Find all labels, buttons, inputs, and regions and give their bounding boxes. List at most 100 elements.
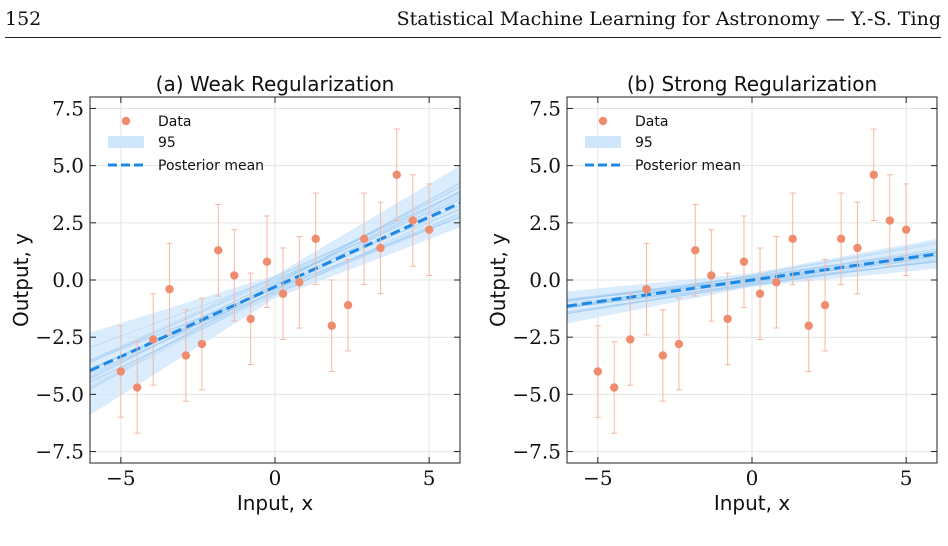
y-tick-label: 2.5 — [529, 211, 561, 235]
legend-mean-label: Posterior mean — [158, 158, 264, 174]
data-point — [262, 257, 272, 266]
chart-title: (b) Strong Regularization — [627, 72, 877, 96]
x-tick-label: 0 — [746, 466, 759, 490]
data-point — [609, 383, 619, 392]
data-point — [116, 367, 126, 376]
panel-weak-regularization: −5 0 5 −7.5 −5.0 −2.5 0.0 2.5 5.0 7.5 (a) Weak Reg… — [9, 72, 461, 515]
chart-title: (a) Weak Regularization — [156, 72, 395, 96]
posterior-sample-line — [567, 251, 937, 302]
y-axis-label: Output, y — [486, 233, 510, 327]
posterior-sample-line — [567, 260, 937, 309]
data-point — [181, 351, 191, 360]
y-tick-label: −2.5 — [35, 325, 84, 349]
y-tick-label: −7.5 — [35, 440, 84, 464]
data-point — [626, 335, 635, 344]
y-tick-label: −5.0 — [512, 382, 561, 406]
y-tick-label: −7.5 — [512, 440, 561, 464]
plot-area — [567, 128, 937, 434]
data-point — [408, 216, 418, 225]
data-point — [853, 243, 862, 253]
legend-band-label: 95 — [635, 135, 653, 151]
posterior-mean-line — [567, 252, 937, 308]
posterior-sample-line — [90, 187, 460, 380]
legend-band-label: 95 — [158, 135, 176, 151]
data-point — [804, 321, 813, 330]
legend-data-marker — [121, 116, 131, 126]
data-point — [885, 216, 895, 225]
data-point — [788, 234, 797, 244]
legend-data-marker — [598, 116, 608, 126]
legend-band-swatch — [108, 136, 144, 148]
legend: Data 95 Posterior mean — [585, 114, 741, 174]
data-point — [327, 321, 336, 330]
posterior-sample-line — [567, 252, 937, 315]
data-point — [343, 300, 353, 310]
legend-data-label: Data — [635, 114, 668, 130]
legend-mean-label: Posterior mean — [635, 158, 741, 174]
x-axis-label: Input, x — [237, 491, 314, 515]
posterior-sample-line — [90, 208, 460, 382]
posterior-sample-line — [90, 191, 460, 390]
data-point — [165, 284, 174, 294]
posterior-sample-line — [90, 183, 460, 387]
data-point — [424, 225, 434, 234]
data-point — [593, 367, 603, 376]
y-tick-label: −2.5 — [512, 325, 561, 349]
x-tick-label: −5 — [583, 466, 612, 490]
data-point — [311, 234, 320, 244]
posterior-sample-line — [567, 260, 937, 308]
plot-area — [90, 128, 460, 434]
header-rule — [5, 37, 941, 38]
data-point — [739, 257, 749, 266]
data-point — [295, 278, 304, 287]
y-tick-label: 7.5 — [529, 96, 561, 120]
x-tick-label: 5 — [900, 466, 913, 490]
page-number: 152 — [5, 8, 42, 30]
posterior-sample-line — [567, 255, 937, 309]
data-point — [359, 234, 369, 244]
data-point — [197, 339, 207, 349]
data-point — [723, 314, 732, 324]
posterior-sample-line — [567, 250, 937, 301]
data-point — [836, 234, 846, 244]
y-axis-label: Output, y — [9, 233, 33, 327]
posterior-sample-line — [567, 252, 937, 314]
x-tick-label: 5 — [423, 466, 436, 490]
confidence-band-95 — [90, 165, 460, 415]
x-tick-label: 0 — [269, 466, 282, 490]
y-tick-label: 7.5 — [52, 96, 84, 120]
legend-data-label: Data — [158, 114, 191, 130]
data-point — [392, 170, 401, 179]
x-axis-label: Input, x — [714, 491, 791, 515]
legend-band-swatch — [585, 136, 621, 148]
figure: −5 0 5 −7.5 −5.0 −2.5 0.0 2.5 5.0 7.5 (a) Weak Reg… — [9, 72, 938, 515]
y-tick-label: 0.0 — [529, 268, 561, 292]
data-point — [691, 246, 700, 255]
data-point — [869, 170, 878, 179]
data-point — [658, 351, 668, 360]
data-point — [230, 271, 239, 280]
y-tick-label: −5.0 — [35, 382, 84, 406]
data-point — [132, 383, 142, 392]
panel-strong-regularization: −5 0 5 −7.5 −5.0 −2.5 0.0 2.5 5.0 7.5 (b) Strong R… — [486, 72, 938, 515]
data-point — [674, 339, 684, 349]
data-point — [278, 289, 288, 298]
page-header: 152 Statistical Machine Learning for Ast… — [0, 0, 948, 44]
data-point — [214, 246, 223, 255]
posterior-sample-line — [567, 259, 937, 313]
data-point — [376, 243, 385, 253]
running-title: Statistical Machine Learning for Astrono… — [396, 8, 941, 30]
y-tick-label: 5.0 — [52, 154, 84, 178]
data-point — [642, 284, 651, 294]
posterior-sample-line — [567, 255, 937, 315]
data-point — [820, 300, 830, 310]
y-tick-label: 0.0 — [52, 268, 84, 292]
y-tick-label: 2.5 — [52, 211, 84, 235]
data-point — [246, 314, 255, 324]
data-point — [755, 289, 765, 298]
data-point — [772, 278, 781, 287]
posterior-sample-line — [90, 209, 460, 348]
data-point — [149, 335, 158, 344]
legend: Data 95 Posterior mean — [108, 114, 264, 174]
y-tick-label: 5.0 — [529, 154, 561, 178]
